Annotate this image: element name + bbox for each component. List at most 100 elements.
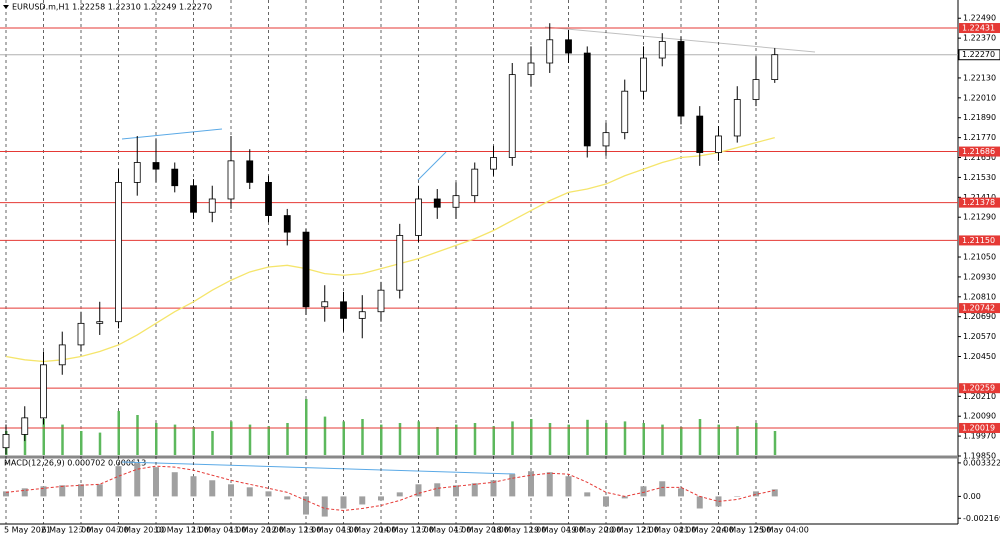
x-tick-label: 10 May 12:00 [154, 526, 209, 535]
candle-body [771, 54, 779, 80]
macd-bar [378, 496, 384, 501]
x-tick-label: 19 May 20:00 [567, 526, 622, 535]
candle-body [283, 215, 291, 233]
macd-bar [659, 481, 666, 497]
candle-body [152, 162, 160, 170]
volume-bar [642, 423, 645, 455]
macd-bar [21, 488, 28, 497]
candle-body [565, 39, 572, 54]
y-tick-label: 1.21770 [963, 133, 996, 142]
y-tick-label: 1.19970 [963, 432, 996, 441]
candle-body [602, 132, 610, 147]
macd-bar [209, 480, 216, 497]
y-tick-label: -0.002169 [963, 514, 1000, 523]
macd-bar [546, 472, 553, 497]
candle-body [508, 74, 516, 158]
volume-bar [230, 421, 233, 455]
y-tick-label: 1.21410 [963, 193, 996, 202]
current-price-label: 1.22270 [962, 50, 995, 59]
level-label: 1.21378 [962, 198, 995, 207]
y-tick-label: 1.20090 [963, 412, 996, 421]
trend-line [544, 26, 816, 53]
candle-body [340, 301, 347, 319]
level-label-box [959, 383, 1000, 394]
candle-body [490, 157, 497, 170]
macd-bar [621, 496, 628, 499]
macd-bar [246, 487, 253, 497]
y-tick-label: 0.003322 [963, 458, 1000, 467]
trend-line [121, 461, 516, 475]
volume-bar [548, 423, 552, 455]
x-tick-label: 13 May 20:00 [342, 526, 397, 535]
candle-body [115, 181, 122, 323]
y-tick-label: 1.20810 [963, 292, 996, 301]
volume-bar [211, 431, 214, 455]
macd-bar [228, 484, 234, 497]
candle-body [752, 79, 760, 100]
x-tick-label: 18 May 12:00 [492, 526, 547, 535]
volume-bar [530, 419, 533, 455]
candle-body [377, 289, 385, 313]
level-label: 1.21150 [962, 236, 995, 245]
macd-bar [115, 466, 122, 497]
volume-bar [173, 424, 177, 455]
level-label: 1.20742 [962, 304, 995, 313]
volume-bar [567, 424, 570, 455]
level-label-box [959, 235, 1000, 246]
candle-body [40, 364, 47, 419]
macd-bar [96, 484, 103, 497]
x-tick-label: 11 May 20:00 [229, 526, 284, 535]
macd-bar [509, 474, 516, 497]
y-tick-label: 1.20690 [963, 312, 996, 321]
volume-bar [773, 431, 777, 455]
volume-bar [323, 416, 327, 455]
volume-bar [623, 421, 627, 455]
signal-line [5, 465, 775, 512]
volume-bar [436, 427, 439, 455]
volume-bar [192, 427, 195, 455]
volume-bar [605, 423, 608, 455]
x-tick-label: 17 May 04:00 [417, 526, 472, 535]
candle-body [733, 99, 741, 137]
x-tick-label: 24 May 12:00 [717, 526, 772, 535]
macd-bar [40, 486, 47, 497]
volume-bar [286, 423, 289, 455]
macd-bar [396, 492, 403, 497]
volume-bar [342, 421, 345, 455]
macd-bar [359, 496, 366, 505]
macd-bar [640, 486, 647, 497]
macd-bar [153, 467, 159, 497]
macd-bar [265, 491, 272, 497]
y-tick-label: 1.22370 [963, 34, 996, 43]
level-label-box [959, 303, 1000, 314]
current-price-box [958, 49, 1000, 61]
candle-body [265, 181, 272, 216]
y-tick-label: 1.21530 [963, 173, 996, 182]
candle-body [715, 135, 722, 153]
volume-bar [680, 427, 683, 455]
candle-body [527, 62, 535, 76]
x-tick-label: 17 May 20:00 [454, 526, 509, 535]
macd-bar [528, 471, 534, 497]
macd-bar [171, 472, 178, 497]
candle-body [77, 322, 85, 346]
macd-bar [715, 496, 722, 507]
macd-bar [453, 485, 459, 497]
volume-bar [473, 423, 477, 455]
level-label-box [959, 422, 1000, 433]
candle-body [358, 311, 366, 319]
candle-body [190, 185, 197, 213]
volume-bar [361, 419, 364, 455]
level-label-box [959, 23, 1000, 34]
macd-bar [734, 496, 741, 497]
volume-bar [305, 399, 308, 455]
candle-body [471, 168, 479, 197]
volume-bar [661, 424, 664, 455]
x-tick-label: 20 May 12:00 [604, 526, 659, 535]
candle-body [433, 198, 441, 208]
y-tick-label: 1.21050 [963, 253, 996, 262]
candle-body [302, 231, 310, 308]
x-tick-label: 21 May 04:00 [642, 526, 697, 535]
level-label: 1.20259 [962, 384, 995, 393]
